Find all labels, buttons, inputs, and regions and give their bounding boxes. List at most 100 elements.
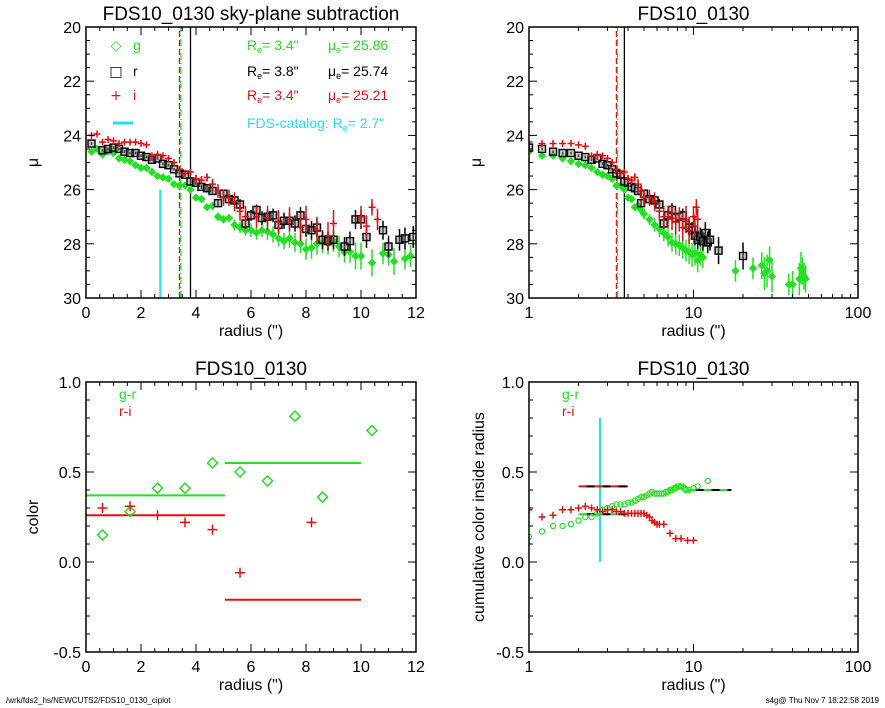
data-point	[409, 232, 416, 242]
data-point	[374, 215, 381, 223]
x-tick-label: 8	[302, 305, 311, 322]
x-tick-label: 2	[137, 305, 146, 322]
data-point	[668, 214, 676, 222]
data-point	[214, 187, 222, 195]
data-point	[313, 226, 321, 234]
y-tick-label: 30	[63, 291, 81, 308]
data-point	[575, 141, 583, 149]
data-point	[599, 152, 607, 160]
legend-band: r	[133, 63, 138, 79]
panel-profile_log: FDS10_0130 1 10 100 20 22 24 26 28 30 radius (") μ	[468, 4, 871, 340]
data-point	[575, 504, 583, 512]
y-tick-label: 28	[63, 237, 81, 254]
y-tick-label: 22	[506, 74, 524, 91]
series-g	[87, 144, 415, 277]
data-point	[682, 486, 690, 494]
data-point	[365, 424, 379, 437]
data-point	[603, 154, 611, 162]
data-point	[400, 254, 410, 263]
x-tick-label: 100	[845, 305, 872, 322]
data-point	[131, 161, 140, 170]
x-tick-label: 1	[525, 659, 534, 676]
footer-path: /wrk/fds2_hs/NEWCUTS2/FDS10_0130_ciplot	[6, 696, 171, 705]
y-tick-label: 0.0	[502, 555, 524, 572]
data-point	[645, 194, 653, 202]
data-point	[620, 168, 628, 176]
legend-marker: □	[109, 64, 122, 80]
data-point	[330, 219, 337, 227]
data-point	[645, 215, 654, 224]
y-tick-label: 20	[63, 20, 81, 37]
legend-item-catalog: FDS-catalog: Re= 2.7"	[113, 115, 384, 133]
data-point	[125, 156, 135, 166]
data-point	[207, 524, 218, 535]
data-point	[685, 226, 693, 234]
data-point	[356, 251, 366, 261]
data-point	[529, 143, 534, 152]
data-point	[279, 236, 289, 246]
data-point	[684, 536, 692, 544]
data-point	[225, 194, 233, 202]
data-point	[306, 517, 317, 528]
data-point	[316, 491, 329, 504]
data-point	[286, 215, 293, 223]
x-tick-label: 0	[82, 659, 91, 676]
data-point	[209, 180, 216, 188]
plot-area	[87, 27, 416, 298]
x-axis-label: radius (")	[219, 323, 283, 340]
data-point	[566, 148, 576, 158]
data-point	[235, 567, 245, 578]
data-point	[672, 485, 679, 492]
data-point	[296, 239, 305, 249]
data-point	[549, 511, 557, 519]
data-point	[187, 168, 194, 176]
legend-band: i	[133, 87, 136, 103]
data-point	[714, 246, 723, 255]
data-point	[400, 234, 410, 243]
y-tick-label: 22	[63, 74, 81, 91]
y-tick-label: 0.5	[59, 465, 81, 482]
data-point	[731, 266, 740, 276]
data-point	[206, 456, 219, 470]
data-point	[213, 212, 223, 221]
data-point	[698, 253, 708, 262]
data-point	[351, 215, 360, 224]
x-tick-label: 10	[685, 305, 703, 322]
x-tick-label: 10	[685, 659, 703, 676]
data-point	[628, 499, 635, 506]
data-point	[701, 228, 710, 238]
data-point	[368, 203, 376, 211]
data-point	[559, 506, 567, 514]
x-tick-label: 12	[407, 659, 425, 676]
data-point	[123, 505, 137, 518]
data-point	[367, 258, 377, 267]
legend-item-r: □ r Re= 3.8" μe= 25.74	[109, 63, 388, 81]
x-tick-label: 0	[82, 305, 91, 322]
plot-area	[529, 418, 732, 562]
data-point	[170, 159, 178, 166]
y-tick-label: 28	[506, 237, 524, 254]
data-point	[608, 506, 616, 514]
data-point	[340, 242, 349, 251]
plot-frame	[528, 381, 859, 653]
data-point	[231, 198, 238, 206]
data-point	[180, 517, 190, 528]
data-point	[236, 207, 244, 215]
x-tick-label: 12	[407, 305, 425, 322]
data-point	[268, 211, 278, 220]
data-point	[549, 140, 557, 148]
legend-item-g-r: g-r	[562, 386, 579, 402]
data-point	[197, 194, 206, 204]
data-point	[664, 213, 672, 221]
data-point	[537, 151, 547, 160]
data-point	[690, 536, 697, 544]
y-tick-label: 26	[506, 183, 524, 200]
data-point	[788, 280, 797, 289]
data-point	[363, 222, 370, 230]
data-point	[567, 506, 575, 514]
chart-title: FDS10_0130	[195, 359, 307, 380]
data-point	[136, 163, 146, 173]
data-point	[384, 242, 393, 251]
data-point	[624, 499, 632, 506]
